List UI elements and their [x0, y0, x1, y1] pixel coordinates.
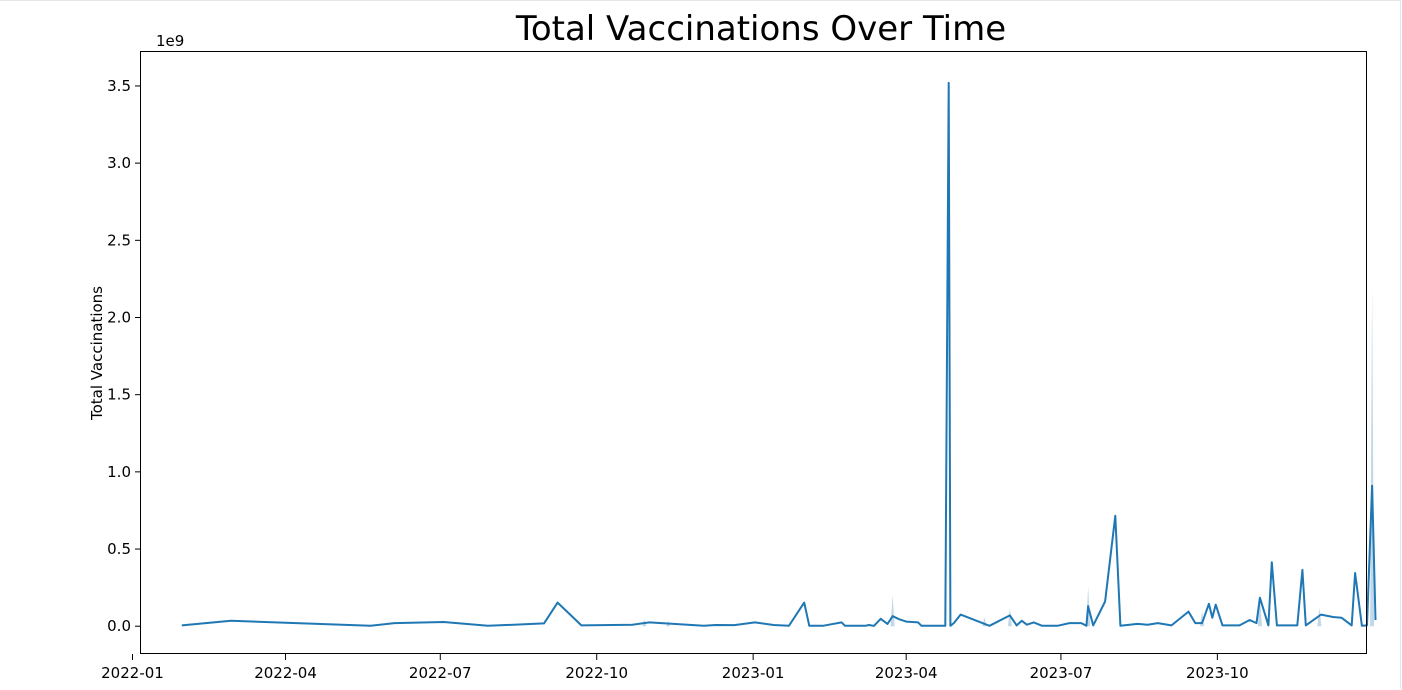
- series-line: [181, 81, 1377, 627]
- confidence-band: [642, 283, 1375, 627]
- series-line-layer: [181, 81, 1377, 627]
- y-tick-label: 0.0: [107, 617, 131, 635]
- x-tick-label: 2023-04: [875, 664, 938, 682]
- plot-area-border: [140, 51, 1367, 654]
- y-tick-label: 3.5: [107, 77, 131, 95]
- y-tick-label: 0.5: [107, 540, 131, 558]
- chart-title: Total Vaccinations Over Time: [515, 9, 1006, 49]
- band-segment: [1257, 593, 1262, 627]
- y-axis-label: Total Vaccinations: [88, 286, 106, 421]
- x-tick-label: 2023-10: [1186, 664, 1249, 682]
- y-axis: 0.0 0.5 1.0 1.5 2.0 2.5 3.0 3.5: [107, 77, 141, 635]
- x-tick-label: 2023-01: [722, 664, 785, 682]
- x-tick-label: 2022-04: [254, 664, 317, 682]
- y-tick-label: 1.0: [107, 463, 131, 481]
- x-tick-label: 2023-07: [1030, 664, 1093, 682]
- y-tick-label: 1.5: [107, 386, 131, 404]
- y-tick-label: 2.5: [107, 231, 131, 249]
- y-tick-label: 2.0: [107, 308, 131, 326]
- x-tick-label: 2022-01: [101, 664, 164, 682]
- x-tick-label: 2022-07: [409, 664, 472, 682]
- y-offset-label: 1e9: [156, 32, 184, 50]
- x-axis: 2022-01 2022-04 2022-07 2022-10 2023-01 2023-…: [101, 654, 1249, 682]
- x-tick-label: 2022-10: [565, 664, 628, 682]
- band-segment: [890, 595, 895, 627]
- y-tick-label: 3.0: [107, 154, 131, 172]
